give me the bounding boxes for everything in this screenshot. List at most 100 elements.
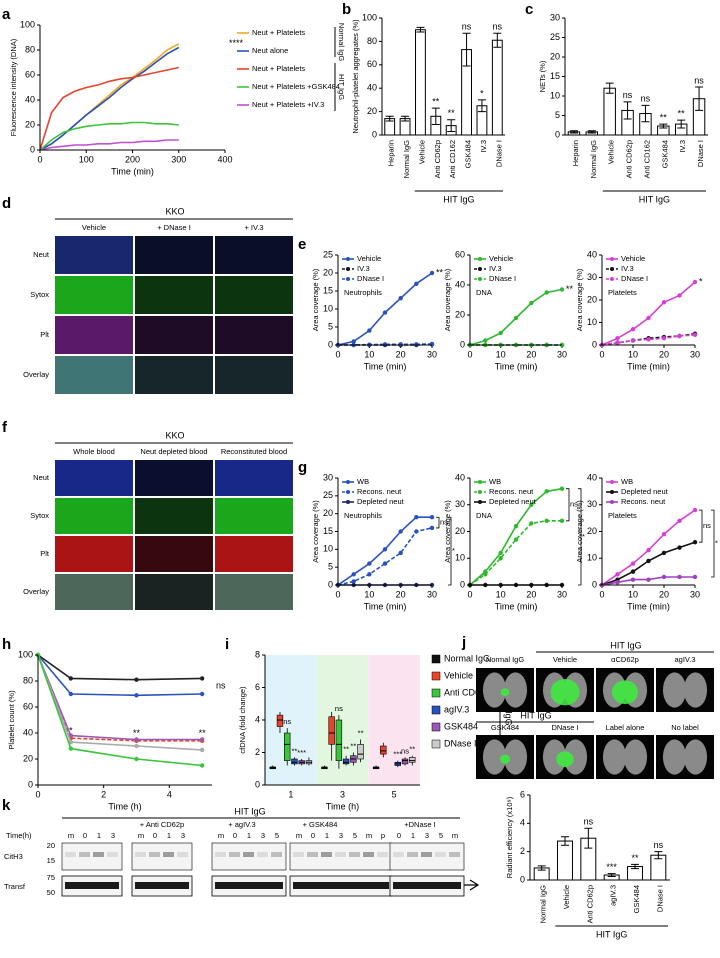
x-tick-label: 300 — [171, 154, 186, 164]
micrograph-signal — [215, 316, 293, 354]
y-tick-label: 4 — [520, 818, 525, 828]
micrograph — [135, 460, 213, 496]
x-tick-label: 0 — [599, 589, 604, 599]
y-tick-label: 0 — [255, 779, 260, 789]
band — [307, 852, 318, 857]
micrograph-signal — [55, 460, 133, 496]
lane-label: m — [218, 831, 224, 840]
panel-letter: f — [2, 419, 8, 436]
error-bar — [607, 873, 616, 877]
y-tick-label: 20 — [367, 106, 377, 116]
x-tick-label: 10 — [496, 589, 506, 599]
panel-title: KKO — [165, 430, 184, 440]
legend-marker — [346, 277, 350, 281]
y-tick-label: 40 — [455, 279, 465, 289]
y-tick-label: 60 — [25, 69, 35, 79]
fluorescence — [500, 688, 510, 697]
lane-label: m — [68, 831, 74, 840]
significance: *** — [393, 750, 402, 759]
micrograph-signal — [215, 498, 293, 534]
x-tick-label: 0 — [335, 349, 340, 359]
lane-label: 3 — [425, 831, 429, 840]
group-label: HIT IgG — [443, 194, 474, 204]
marker — [646, 548, 651, 553]
significance: ** — [566, 284, 574, 294]
x-axis-label: Time (min) — [627, 361, 670, 371]
series-line — [39, 121, 179, 151]
x-tick-label: 0 — [37, 154, 42, 164]
panel-letter: d — [2, 195, 11, 212]
lane-label: 3 — [111, 831, 115, 840]
chart-title: Neutrophils — [344, 511, 382, 520]
column-label: + IV.3 — [244, 223, 263, 232]
x-tick-label: 1 — [288, 789, 293, 799]
marker — [544, 518, 549, 523]
micrograph-signal — [55, 236, 133, 274]
x-tick-label: Heparin — [387, 140, 396, 166]
y-tick-label: 2 — [255, 747, 260, 757]
lane-label: 1 — [97, 831, 101, 840]
band — [79, 852, 90, 857]
legend-label: DNase I — [621, 274, 648, 283]
y-tick-label: 30 — [587, 499, 597, 509]
marker — [351, 579, 356, 584]
y-tick-label: 0 — [520, 874, 525, 884]
marker — [661, 336, 667, 341]
lane-label: 0 — [153, 831, 157, 840]
marker — [398, 550, 403, 556]
micrograph-signal — [55, 498, 133, 534]
chart-title: DNA — [476, 288, 492, 297]
box — [284, 732, 291, 761]
x-tick-label: Normal IgG — [539, 885, 548, 924]
x-tick-label: Vehicle — [562, 885, 571, 909]
lane-label: 3 — [181, 831, 185, 840]
significance: * — [715, 539, 718, 548]
image-label: Label alone — [606, 723, 645, 732]
box — [276, 714, 284, 727]
micrograph — [215, 276, 293, 314]
marker — [529, 502, 534, 507]
x-tick-label: IV.3 — [479, 140, 488, 153]
micrograph-signal — [135, 460, 213, 496]
panel-letter: h — [2, 636, 11, 653]
significance: ns — [641, 94, 651, 104]
micrograph-signal — [135, 316, 213, 354]
marker — [367, 561, 372, 566]
box — [357, 744, 364, 760]
x-tick-label: 100 — [79, 154, 94, 164]
marker — [134, 693, 139, 698]
error-bar — [431, 107, 440, 125]
y-tick-label: 8 — [255, 649, 260, 659]
significance: ** — [358, 728, 364, 737]
micrograph-signal — [215, 276, 293, 314]
y-tick-label: 0 — [460, 339, 465, 349]
group-label: + GSK484 — [303, 820, 338, 829]
chart-title: Platelets — [608, 288, 637, 297]
marker — [630, 577, 636, 582]
y-tick-label: 100 — [362, 12, 377, 22]
panel-letter: i — [225, 636, 229, 653]
legend-label: Neut + Platelets +GSK484 — [252, 82, 340, 91]
marker — [544, 489, 549, 494]
y-tick-label: 10 — [455, 553, 465, 563]
x-tick-label: 200 — [125, 154, 140, 164]
legend-marker — [610, 267, 614, 271]
y-axis-label: Fluorescence intensity (DNA) — [9, 38, 18, 136]
legend-marker — [610, 480, 614, 484]
micrograph — [135, 574, 213, 610]
micrograph-signal — [55, 574, 133, 610]
y-tick-label: 2 — [520, 846, 525, 856]
legend-label: Neut + Platelets — [252, 64, 305, 73]
band — [321, 852, 332, 857]
band — [293, 882, 389, 889]
lane-title: Time(h) — [6, 831, 32, 840]
band — [271, 852, 282, 857]
legend-marker — [346, 500, 350, 504]
bar — [557, 840, 573, 881]
lung-lobe — [662, 739, 687, 775]
micrograph-signal — [135, 236, 213, 274]
lung-lobe — [503, 672, 528, 708]
lung-lobe — [683, 672, 708, 708]
x-tick-label: 0 — [35, 789, 40, 799]
band — [215, 852, 226, 857]
